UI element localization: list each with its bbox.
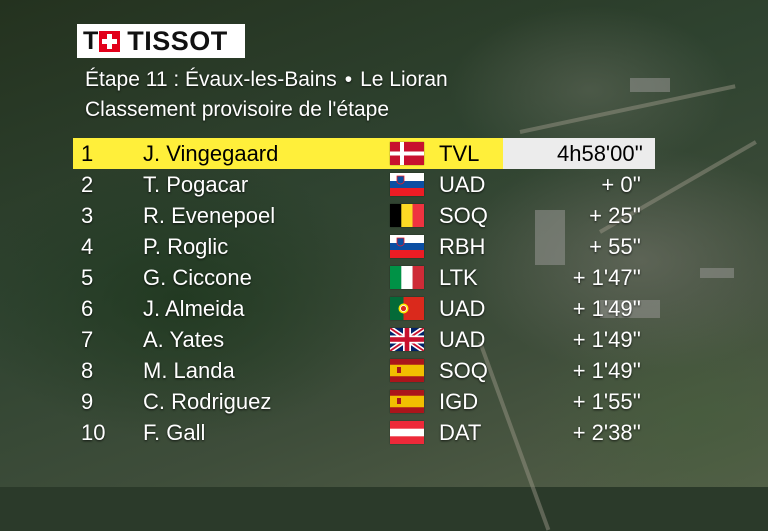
time-gap: + 1'49'' (572, 327, 641, 352)
rider-rank: 10 (81, 420, 106, 445)
time-gap: + 1'47'' (572, 265, 641, 290)
rider-rank: 4 (81, 234, 94, 259)
standings-subtitle: Classement provisoire de l'étape (85, 98, 389, 121)
denmark-flag-icon (390, 142, 424, 165)
standings-row: 10 F. Gall DAT + 2'38'' (73, 417, 655, 448)
stage-name: Étape 11 : Évaux-les-Bains (85, 68, 337, 91)
team-code: LTK (439, 265, 478, 290)
rider-rank: 7 (81, 327, 94, 352)
rider-rank: 5 (81, 265, 94, 290)
spain-flag-icon (390, 390, 424, 413)
standings-row: 6 J. Almeida UAD + 1'49'' (73, 293, 655, 324)
standings-row-leader: 1 J. Vingegaard TVL 4h58'00'' (73, 138, 655, 169)
standings-row: 5 G. Ciccone LTK + 1'47'' (73, 262, 655, 293)
standings-table: 1 J. Vingegaard TVL 4h58'00'' 2 T. Pogacar UAD… (73, 138, 655, 448)
time-gap: + 0'' (601, 172, 641, 197)
rider-name: C. Rodriguez (143, 389, 272, 414)
time-gap: + 2'38'' (572, 420, 641, 445)
stage-separator: • (344, 68, 353, 91)
slovenia-flag-icon (390, 235, 424, 258)
rider-name: F. Gall (143, 420, 206, 445)
swiss-cross-icon (99, 30, 121, 52)
united-kingdom-flag-icon (390, 328, 424, 351)
rider-name: J. Almeida (143, 296, 245, 321)
rider-name: T. Pogacar (143, 172, 249, 197)
standings-row: 2 T. Pogacar UAD + 0'' (73, 169, 655, 200)
stage-title: Étape 11 : Évaux-les-Bains • Le Lioran (85, 68, 448, 92)
team-code: UAD (439, 296, 486, 321)
rider-name: M. Landa (143, 358, 235, 383)
team-code: IGD (439, 389, 479, 414)
tissot-logo: T TISSOT (77, 24, 245, 58)
belgium-flag-icon (390, 204, 424, 227)
time-gap: + 55'' (589, 234, 641, 259)
leader-highlight (73, 138, 503, 169)
team-code: TVL (439, 141, 480, 166)
rider-rank: 8 (81, 358, 94, 383)
rider-name: R. Evenepoel (143, 203, 276, 228)
team-code: RBH (439, 234, 486, 259)
time-gap: 4h58'00'' (556, 141, 643, 166)
slovenia-flag-icon (390, 173, 424, 196)
time-gap: + 25'' (589, 203, 641, 228)
time-gap: + 1'49'' (572, 296, 641, 321)
rider-rank: 3 (81, 203, 94, 228)
rider-rank: 9 (81, 389, 94, 414)
tissot-logo-mark: T (83, 28, 121, 54)
standings-row: 7 A. Yates UAD + 1'49'' (73, 324, 655, 355)
standings-row: 3 R. Evenepoel SOQ + 25'' (73, 200, 655, 231)
time-gap: + 1'55'' (572, 389, 641, 414)
stage-finish: Le Lioran (360, 68, 448, 91)
rider-name: A. Yates (143, 327, 225, 352)
rider-rank: 2 (81, 172, 94, 197)
team-code: SOQ (439, 203, 488, 228)
logo-text: TISSOT (127, 25, 228, 56)
rider-rank: 1 (81, 141, 94, 166)
leader-time-box (503, 138, 655, 169)
portugal-flag-icon (390, 297, 424, 320)
team-code: UAD (439, 172, 486, 197)
rider-name: G. Ciccone (143, 265, 252, 290)
team-code: UAD (439, 327, 486, 352)
team-code: DAT (439, 420, 482, 445)
standings-row: 8 M. Landa SOQ + 1'49'' (73, 355, 655, 386)
standings-row: 9 C. Rodriguez IGD + 1'55'' (73, 386, 655, 417)
time-gap: + 1'49'' (572, 358, 641, 383)
italy-flag-icon (390, 266, 424, 289)
rider-rank: 6 (81, 296, 94, 321)
standings-row: 4 P. Roglic RBH + 55'' (73, 231, 655, 262)
spain-flag-icon (390, 359, 424, 382)
rider-name: J. Vingegaard (143, 141, 279, 166)
team-code: SOQ (439, 358, 488, 383)
rider-name: P. Roglic (143, 234, 229, 259)
austria-flag-icon (390, 421, 424, 444)
